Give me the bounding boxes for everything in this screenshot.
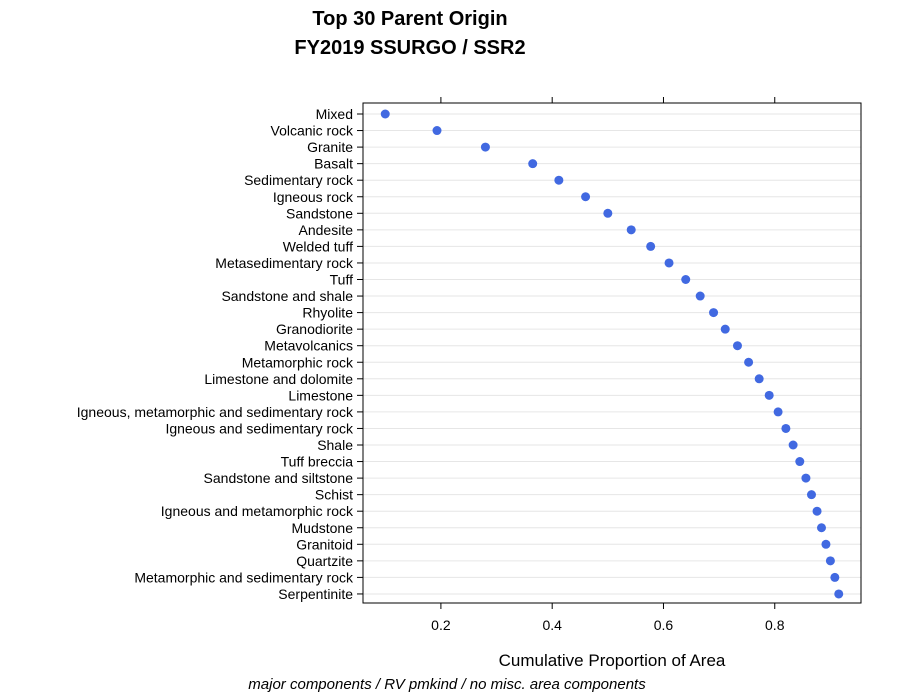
category-label: Igneous rock [273,189,354,205]
category-label: Granodiorite [276,321,353,337]
chart-title: Top 30 Parent Origin [312,8,508,30]
plot-frame [362,102,862,604]
chart-subtitle: FY2019 SSURGO / SSR2 [294,37,526,59]
data-point [764,390,774,400]
x-axis: 0.2 0.4 0.6 0.8 [357,97,785,633]
data-point [781,423,791,433]
data-points [380,109,844,599]
data-point [825,556,835,566]
category-label: Quartzite [296,553,353,569]
category-label: Basalt [314,156,353,172]
data-point [732,341,742,351]
category-label: Igneous, metamorphic and sedimentary roc… [77,404,354,420]
data-point [744,357,754,367]
category-label: Welded tuff [283,238,353,254]
category-label: Igneous and sedimentary rock [165,420,354,436]
category-label: Granitoid [296,536,353,552]
x-tick-label: 0.2 [431,617,451,633]
data-point [528,159,538,169]
data-point [816,523,826,533]
category-label: Metavolcanics [264,338,353,354]
gridlines [363,113,861,595]
data-point [664,258,674,268]
data-point [432,126,442,136]
category-label: Tuff breccia [281,454,354,470]
category-label: Limestone and dolomite [204,371,353,387]
category-label: Sandstone and shale [221,288,353,304]
x-tick-label: 0.8 [765,617,785,633]
category-label: Mixed [316,106,353,122]
data-point [646,241,656,251]
data-point [626,225,636,235]
data-point [830,572,840,582]
category-label: Metamorphic and sedimentary rock [134,569,354,585]
data-point [380,109,390,119]
category-label: Andesite [299,222,354,238]
data-point [709,308,719,318]
data-point [480,142,490,152]
category-label: Tuff [330,272,353,288]
data-point [801,473,811,483]
data-point [581,192,591,202]
category-label: Mudstone [292,520,354,536]
data-point [812,506,822,516]
data-point [795,457,805,467]
data-point [695,291,705,301]
data-point [603,208,613,218]
data-point [720,324,730,334]
category-label: Shale [317,437,353,453]
data-point [834,589,844,599]
x-tick-label: 0.4 [542,617,562,633]
data-point [821,539,831,549]
category-label: Rhyolite [302,305,353,321]
category-label: Igneous and metamorphic rock [161,503,354,519]
category-label: Sedimentary rock [244,172,354,188]
data-point [754,374,764,384]
x-tick-label: 0.6 [654,617,674,633]
category-label: Schist [315,487,353,503]
x-axis-label: Cumulative Proportion of Area [498,651,726,670]
category-label: Metasedimentary rock [215,255,354,271]
data-point [773,407,783,417]
data-point [806,490,816,500]
category-label: Limestone [288,387,353,403]
data-point [788,440,798,450]
category-label: Metamorphic rock [242,354,354,370]
chart-caption: major components / RV pmkind / no misc. … [248,676,646,693]
category-label: Sandstone [286,205,353,221]
data-point [681,275,691,284]
category-label: Serpentinite [278,586,353,602]
category-label: Granite [307,139,353,155]
data-point [554,175,564,185]
category-label: Volcanic rock [271,123,354,139]
category-label: Sandstone and siltstone [204,470,354,486]
